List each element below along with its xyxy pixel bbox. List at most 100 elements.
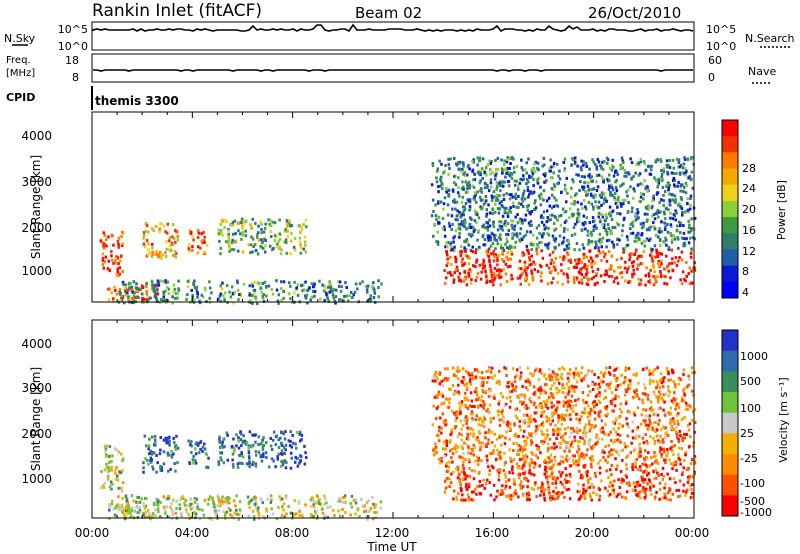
echo-cell bbox=[175, 230, 178, 234]
echo-cell bbox=[104, 449, 107, 453]
echo-cell bbox=[626, 434, 629, 438]
echo-cell bbox=[598, 205, 601, 209]
echo-cell bbox=[554, 268, 557, 272]
echo-cell bbox=[551, 234, 555, 238]
echo-cell bbox=[585, 273, 588, 277]
echo-cell bbox=[301, 289, 304, 293]
echo-cell bbox=[188, 243, 191, 247]
echo-cell bbox=[539, 203, 543, 207]
echo-cell bbox=[629, 386, 632, 390]
echo-cell bbox=[501, 214, 505, 218]
echo-cell bbox=[440, 162, 443, 166]
echo-cell bbox=[557, 494, 560, 498]
echo-cell bbox=[473, 446, 476, 449]
echo-cell bbox=[479, 492, 483, 496]
echo-cell bbox=[532, 392, 536, 396]
echo-cell bbox=[635, 493, 638, 497]
echo-cell bbox=[529, 230, 532, 234]
echo-cell bbox=[530, 269, 533, 273]
echo-cell bbox=[546, 282, 550, 286]
cpid-value: themis 3300 bbox=[95, 94, 179, 108]
echo-cell bbox=[449, 242, 452, 246]
echo-cell bbox=[510, 273, 513, 277]
echo-cell bbox=[543, 163, 546, 167]
echo-cell bbox=[445, 264, 448, 267]
echo-cell bbox=[513, 224, 517, 228]
echo-cell bbox=[572, 226, 576, 230]
echo-cell bbox=[487, 430, 490, 434]
echo-cell bbox=[591, 454, 594, 458]
echo-cell bbox=[349, 290, 353, 294]
echo-cell bbox=[625, 390, 628, 393]
echo-cell bbox=[598, 401, 602, 405]
echo-cell bbox=[559, 480, 563, 484]
echo-cell bbox=[511, 467, 514, 471]
echo-cell bbox=[217, 460, 220, 464]
echo-cell bbox=[578, 421, 581, 425]
echo-cell bbox=[686, 157, 690, 161]
echo-cell bbox=[625, 463, 628, 467]
echo-cell bbox=[492, 190, 496, 194]
echo-cell bbox=[137, 495, 140, 499]
echo-cell bbox=[531, 233, 535, 237]
echo-cell bbox=[639, 160, 643, 164]
echo-cell bbox=[121, 242, 125, 246]
echo-cell bbox=[461, 456, 465, 460]
echo-cell bbox=[360, 498, 363, 501]
echo-cell bbox=[588, 422, 591, 426]
echo-cell bbox=[546, 477, 549, 481]
echo-cell bbox=[518, 466, 521, 470]
echo-cell bbox=[664, 458, 667, 462]
echo-cell bbox=[477, 430, 481, 434]
echo-cell bbox=[623, 174, 626, 178]
echo-cell bbox=[182, 496, 185, 500]
echo-cell bbox=[187, 439, 190, 443]
echo-cell bbox=[455, 257, 458, 261]
echo-cell bbox=[287, 504, 290, 508]
echo-cell bbox=[509, 206, 512, 210]
echo-cell bbox=[468, 268, 472, 272]
echo-cell bbox=[504, 476, 508, 479]
echo-cell bbox=[231, 458, 234, 462]
echo-cell bbox=[601, 437, 604, 441]
echo-cell bbox=[663, 450, 666, 454]
echo-cell bbox=[656, 255, 660, 258]
echo-cell bbox=[641, 226, 644, 230]
echo-cell bbox=[464, 190, 468, 194]
echo-cell bbox=[595, 243, 598, 247]
echo-cell bbox=[587, 278, 590, 282]
echo-cell bbox=[447, 405, 451, 409]
echo-cell bbox=[507, 478, 511, 482]
echo-cell bbox=[553, 446, 556, 450]
echo-cell bbox=[580, 278, 583, 282]
echo-cell bbox=[566, 228, 569, 231]
echo-cell bbox=[657, 261, 660, 265]
echo-cell bbox=[642, 470, 645, 474]
echo-cell bbox=[549, 176, 553, 180]
echo-cell bbox=[620, 183, 624, 187]
echo-cell bbox=[501, 484, 504, 488]
echo-cell bbox=[518, 259, 522, 263]
echo-cell bbox=[518, 409, 521, 413]
echo-cell bbox=[459, 169, 463, 173]
echo-cell bbox=[530, 168, 533, 172]
echo-cell bbox=[342, 299, 345, 303]
echo-cell bbox=[514, 432, 518, 436]
echo-cell bbox=[633, 189, 636, 193]
echo-cell bbox=[602, 201, 606, 205]
echo-cell bbox=[565, 247, 569, 251]
echo-cell bbox=[681, 166, 685, 170]
echo-cell bbox=[458, 401, 461, 405]
echo-cell bbox=[450, 428, 453, 432]
echo-cell bbox=[102, 244, 105, 248]
echo-cell bbox=[517, 267, 521, 270]
echo-cell bbox=[484, 182, 487, 186]
echo-cell bbox=[468, 460, 471, 464]
echo-cell bbox=[614, 180, 617, 184]
echo-cell bbox=[686, 407, 689, 411]
echo-cell bbox=[170, 508, 174, 512]
echo-cell bbox=[651, 248, 654, 252]
echo-cell bbox=[119, 295, 123, 298]
echo-cell bbox=[665, 159, 669, 163]
echo-cell bbox=[171, 301, 174, 305]
